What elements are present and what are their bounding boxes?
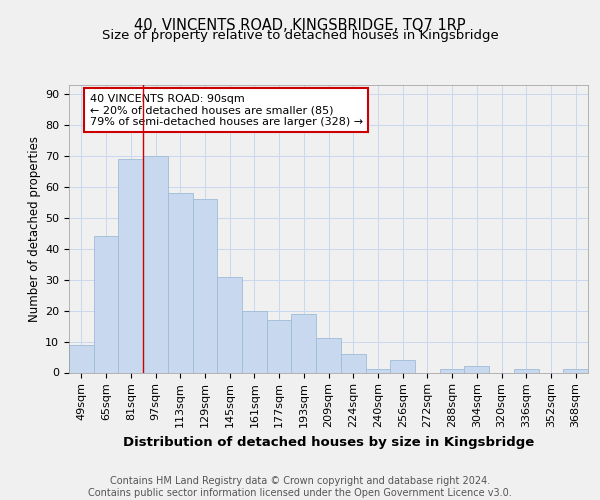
Bar xyxy=(292,314,316,372)
Bar xyxy=(464,366,489,372)
Bar xyxy=(193,200,217,372)
Bar xyxy=(341,354,365,372)
Text: Size of property relative to detached houses in Kingsbridge: Size of property relative to detached ho… xyxy=(101,29,499,42)
Text: 40 VINCENTS ROAD: 90sqm
← 20% of detached houses are smaller (85)
79% of semi-de: 40 VINCENTS ROAD: 90sqm ← 20% of detache… xyxy=(90,94,363,127)
Text: Contains public sector information licensed under the Open Government Licence v3: Contains public sector information licen… xyxy=(88,488,512,498)
Bar xyxy=(563,370,588,372)
Bar xyxy=(143,156,168,372)
Bar xyxy=(365,370,390,372)
Bar xyxy=(94,236,118,372)
Bar xyxy=(316,338,341,372)
Bar xyxy=(69,344,94,372)
Bar xyxy=(242,310,267,372)
Text: 40, VINCENTS ROAD, KINGSBRIDGE, TQ7 1RP: 40, VINCENTS ROAD, KINGSBRIDGE, TQ7 1RP xyxy=(134,18,466,32)
Bar xyxy=(267,320,292,372)
Bar xyxy=(390,360,415,372)
Y-axis label: Number of detached properties: Number of detached properties xyxy=(28,136,41,322)
Bar xyxy=(118,159,143,372)
Text: Contains HM Land Registry data © Crown copyright and database right 2024.: Contains HM Land Registry data © Crown c… xyxy=(110,476,490,486)
Bar xyxy=(440,370,464,372)
Bar xyxy=(168,193,193,372)
X-axis label: Distribution of detached houses by size in Kingsbridge: Distribution of detached houses by size … xyxy=(123,436,534,448)
Bar xyxy=(514,370,539,372)
Bar xyxy=(217,276,242,372)
